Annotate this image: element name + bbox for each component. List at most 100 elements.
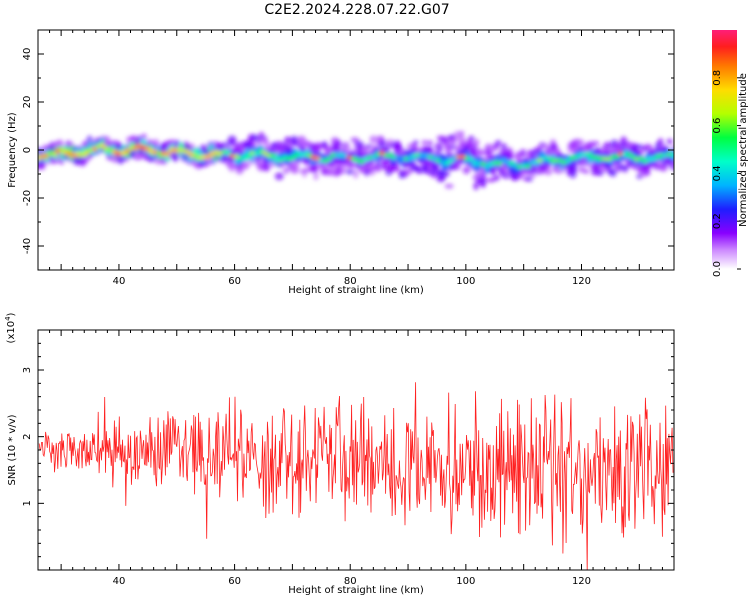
heatmap-cell xyxy=(250,142,257,148)
colorbar-label: Normalized spectral amplitude xyxy=(738,73,749,227)
x-tick-label: 40 xyxy=(113,276,126,287)
heatmap-cell xyxy=(91,146,98,152)
heatmap-cell xyxy=(227,135,237,144)
colorbar xyxy=(712,30,737,269)
heatmap-cell xyxy=(528,173,537,178)
heatmap-cell xyxy=(274,172,284,181)
heatmap-cell xyxy=(489,168,496,174)
heatmap-cell xyxy=(314,155,321,161)
heatmap-cell xyxy=(436,142,443,147)
heatmap-cell xyxy=(604,162,610,170)
heatmap-cell xyxy=(486,177,496,183)
heatmap-cell xyxy=(493,174,501,181)
snr-line xyxy=(38,382,674,570)
heatmap-cell xyxy=(607,167,614,176)
colorbar-tick-label: 0.4 xyxy=(712,165,723,181)
heatmap-cell xyxy=(565,158,572,163)
chart-title: C2E2.2024.228.07.22.G07 xyxy=(264,2,450,18)
x-tick-label: 60 xyxy=(228,576,241,587)
heatmap-cell xyxy=(99,143,106,149)
heatmap-cell xyxy=(403,170,410,177)
heatmap-cell xyxy=(164,151,171,157)
heatmap-cell xyxy=(444,183,454,189)
heatmap-cell xyxy=(379,150,386,156)
heatmap-cell xyxy=(264,139,270,148)
y-tick-label: -40 xyxy=(22,238,33,254)
heatmap-cell xyxy=(38,159,46,168)
heatmap-cell xyxy=(291,139,299,147)
heatmap-cell xyxy=(443,160,450,166)
heatmap-cell xyxy=(625,152,632,157)
heatmap-cell xyxy=(124,156,130,162)
heatmap-cell xyxy=(124,148,131,154)
heatmap-cell xyxy=(421,139,428,146)
heatmap-cell xyxy=(391,163,401,172)
heatmap-cell xyxy=(261,150,268,156)
heatmap-cell xyxy=(235,166,244,175)
heatmap-cell xyxy=(241,163,250,169)
y-tick-label: 2 xyxy=(22,433,33,439)
x-tick-label: 80 xyxy=(344,576,357,587)
heatmap-cell xyxy=(340,165,347,175)
colorbar-tick-label: 0.8 xyxy=(712,70,723,86)
heatmap-cell xyxy=(468,156,475,162)
heatmap-cell xyxy=(253,151,260,156)
multiplier-close: ) xyxy=(6,312,17,316)
heatmap-cell xyxy=(342,141,350,149)
heatmap-cell xyxy=(650,156,657,162)
heatmap-cell xyxy=(333,139,343,150)
x-tick-label: 120 xyxy=(572,276,591,287)
heatmap-cell xyxy=(630,143,638,152)
heatmap-cell xyxy=(269,153,276,159)
heatmap-cell xyxy=(204,154,211,160)
heatmap-cell xyxy=(550,143,558,151)
heatmap-cell xyxy=(578,139,585,146)
heatmap-cell xyxy=(144,146,151,151)
heatmap-cell xyxy=(637,149,644,156)
heatmap-cell xyxy=(473,138,480,147)
heatmap-cell xyxy=(603,141,612,150)
heatmap-cell xyxy=(289,155,296,160)
heatmap-cell xyxy=(184,149,191,155)
top-y-axis-label: Frequency (Hz) xyxy=(7,112,18,188)
bottom-y-axis-label: SNR (10 * v/v) xyxy=(7,414,18,485)
multiplier-base: (x10 xyxy=(6,321,17,344)
multiplier-exp: 4 xyxy=(4,316,12,321)
y-tick-label: 3 xyxy=(22,367,33,373)
y-tick-label: 0 xyxy=(22,147,33,153)
heatmap-cell xyxy=(496,161,503,166)
y-tick-label: 20 xyxy=(22,96,33,109)
heatmap-cell xyxy=(407,156,414,161)
colorbar-tick-label: 0.6 xyxy=(712,118,723,134)
heatmap-cell xyxy=(334,168,340,175)
heatmap-cell xyxy=(480,182,486,188)
heatmap-cell xyxy=(43,153,50,159)
heatmap-cell xyxy=(245,153,252,159)
heatmap-cell xyxy=(455,161,463,167)
heatmap-cell xyxy=(666,138,673,145)
colorbar-tick-label: 0.0 xyxy=(712,261,723,277)
heatmap-cell xyxy=(369,135,378,144)
heatmap-cell xyxy=(480,161,487,167)
heatmap-cell xyxy=(141,133,147,140)
heatmap-cell xyxy=(292,160,300,169)
heatmap-cell xyxy=(428,170,436,176)
x-tick-label: 60 xyxy=(228,276,241,287)
heatmap-cell xyxy=(505,152,514,161)
heatmap-cell xyxy=(311,163,319,173)
heatmap-cell xyxy=(427,140,434,146)
heatmap-cell xyxy=(425,146,435,152)
heatmap-cell xyxy=(398,172,405,179)
heatmap-cell xyxy=(495,140,502,145)
spectrogram-heatmap xyxy=(38,130,674,191)
x-tick-label: 40 xyxy=(113,576,126,587)
x-tick-label: 100 xyxy=(456,576,475,587)
heatmap-cell xyxy=(370,154,377,160)
heatmap-cell xyxy=(629,154,636,160)
heatmap-cell xyxy=(408,159,415,167)
heatmap-cell xyxy=(438,168,446,177)
heatmap-cell xyxy=(83,150,90,156)
y-tick-label: 1 xyxy=(22,500,33,506)
top-axes: 40 60 80 100 120 40 20 0 -20 -40 xyxy=(22,29,675,287)
